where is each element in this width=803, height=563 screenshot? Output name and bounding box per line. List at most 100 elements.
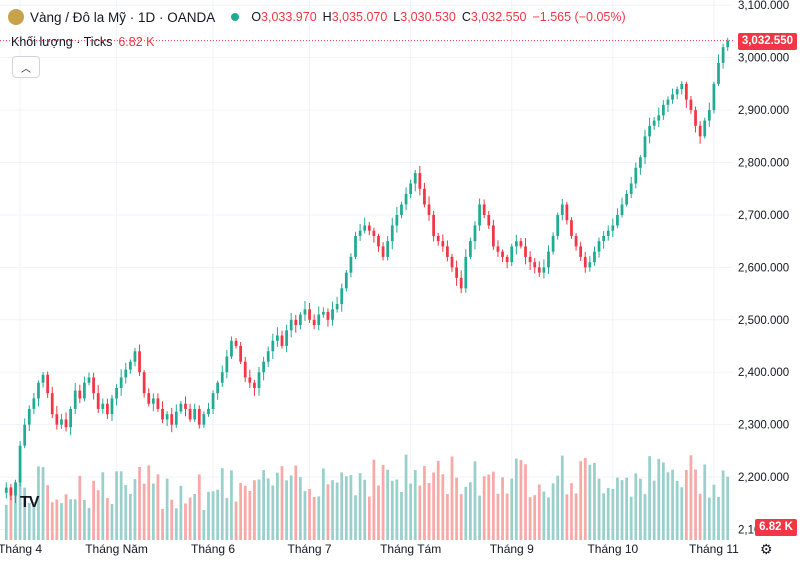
candle-body: [570, 220, 573, 236]
volume-bar: [496, 493, 500, 540]
volume-bar: [165, 478, 169, 540]
volume-bar: [684, 469, 688, 540]
candle-body: [404, 193, 408, 205]
candle-body: [60, 419, 63, 425]
volume-bar: [188, 497, 192, 540]
volume-bar: [726, 476, 730, 540]
candle-body: [537, 267, 541, 273]
candle-body: [64, 419, 68, 428]
candle-body: [119, 377, 123, 388]
volume-bar: [174, 508, 178, 540]
candle-body: [413, 173, 417, 184]
candle-body: [436, 235, 440, 242]
candle-body: [193, 408, 197, 420]
volume-bar: [386, 469, 390, 540]
volume-bar: [32, 502, 36, 540]
volume-bar: [423, 466, 426, 540]
candle-body: [588, 262, 592, 268]
volume-bar: [60, 503, 63, 540]
volume-bar: [317, 496, 321, 540]
candle-body: [354, 235, 357, 257]
candle-body: [514, 241, 518, 247]
candle-body: [188, 408, 192, 420]
candle-body: [23, 424, 27, 446]
candle-body: [308, 309, 311, 320]
candle-body: [496, 246, 500, 252]
volume-bar: [303, 491, 307, 540]
candle-body: [78, 390, 82, 399]
volume-bar: [459, 494, 463, 540]
volume-bar: [570, 483, 573, 540]
volume-bar: [473, 461, 477, 540]
volume-bar: [253, 480, 256, 540]
time-axis[interactable]: Tháng 4 Tháng Năm Tháng 6 Tháng 7 Tháng Tám T…: [0, 542, 803, 556]
candle-body: [579, 246, 583, 257]
price-tick-label: 2,500.000: [738, 315, 789, 327]
settings-gear-icon[interactable]: ⚙: [760, 541, 773, 557]
candle-body: [501, 251, 504, 257]
candle-body: [551, 235, 555, 252]
candle-body: [363, 225, 367, 231]
candle-body: [271, 340, 275, 352]
volume-label: Khối lượng · Ticks: [11, 35, 113, 49]
time-tick-label: Tháng Năm: [85, 542, 148, 556]
candle-body: [101, 403, 105, 409]
volume-bar: [634, 473, 638, 540]
candle-body: [27, 408, 31, 425]
candle-body: [703, 120, 707, 137]
candle-body: [593, 251, 596, 263]
volume-bar: [115, 471, 118, 540]
volume-bar: [413, 470, 417, 540]
volume-bar: [588, 464, 592, 540]
candle-body: [9, 487, 13, 496]
volume-bar: [625, 477, 628, 540]
candle-body: [712, 83, 716, 111]
candle-body: [519, 241, 523, 247]
volume-bar: [179, 485, 183, 540]
candle-body: [684, 83, 688, 100]
volume-bar: [294, 465, 298, 540]
volume-legend: Khối lượng · Ticks 6.82 K: [11, 35, 154, 49]
time-tick-label: Tháng 10: [587, 542, 638, 556]
candle-body: [634, 167, 638, 184]
collapse-legend-button[interactable]: ︿: [12, 56, 40, 78]
volume-bar: [124, 485, 128, 540]
volume-bar: [579, 461, 583, 540]
volume-bar: [92, 480, 95, 540]
candle-body: [294, 319, 298, 326]
volume-bar: [110, 504, 114, 540]
volume-bar: [446, 494, 449, 540]
volume-bar: [528, 497, 532, 540]
volume-bar: [629, 496, 633, 540]
volume-bar: [64, 494, 68, 540]
volume-bar: [220, 468, 224, 540]
volume-bar: [248, 491, 252, 540]
volume-bar: [50, 502, 54, 540]
volume-bar: [266, 478, 270, 540]
candle-body: [83, 382, 86, 399]
candle-body: [616, 214, 619, 226]
volume-bar: [170, 499, 174, 540]
price-tick-label: 3,100.000: [738, 0, 789, 12]
volume-bar: [55, 499, 59, 540]
candle-body: [142, 372, 146, 394]
volume-tag: 6.82 K: [755, 519, 797, 536]
price-axis[interactable]: 2,100.0002,200.0002,300.0002,400.0002,50…: [738, 0, 789, 536]
candle-body: [418, 173, 422, 189]
candle-body: [69, 408, 73, 428]
candle-body: [358, 230, 362, 236]
candle-body: [505, 256, 509, 263]
volume-bar: [510, 478, 514, 540]
candle-body: [400, 204, 403, 215]
volume-bar: [87, 507, 91, 540]
symbol-title[interactable]: Vàng / Đô la Mỹ · 1D · OANDA: [30, 9, 216, 25]
candle-body: [459, 277, 463, 289]
candle-body: [32, 398, 36, 409]
volume-bar: [298, 476, 302, 540]
price-tick-label: 2,900.000: [738, 105, 789, 117]
volume-bar: [41, 466, 45, 540]
price-tick-label: 2,700.000: [738, 210, 789, 222]
volume-bar: [377, 485, 380, 540]
candle-body: [46, 374, 50, 394]
